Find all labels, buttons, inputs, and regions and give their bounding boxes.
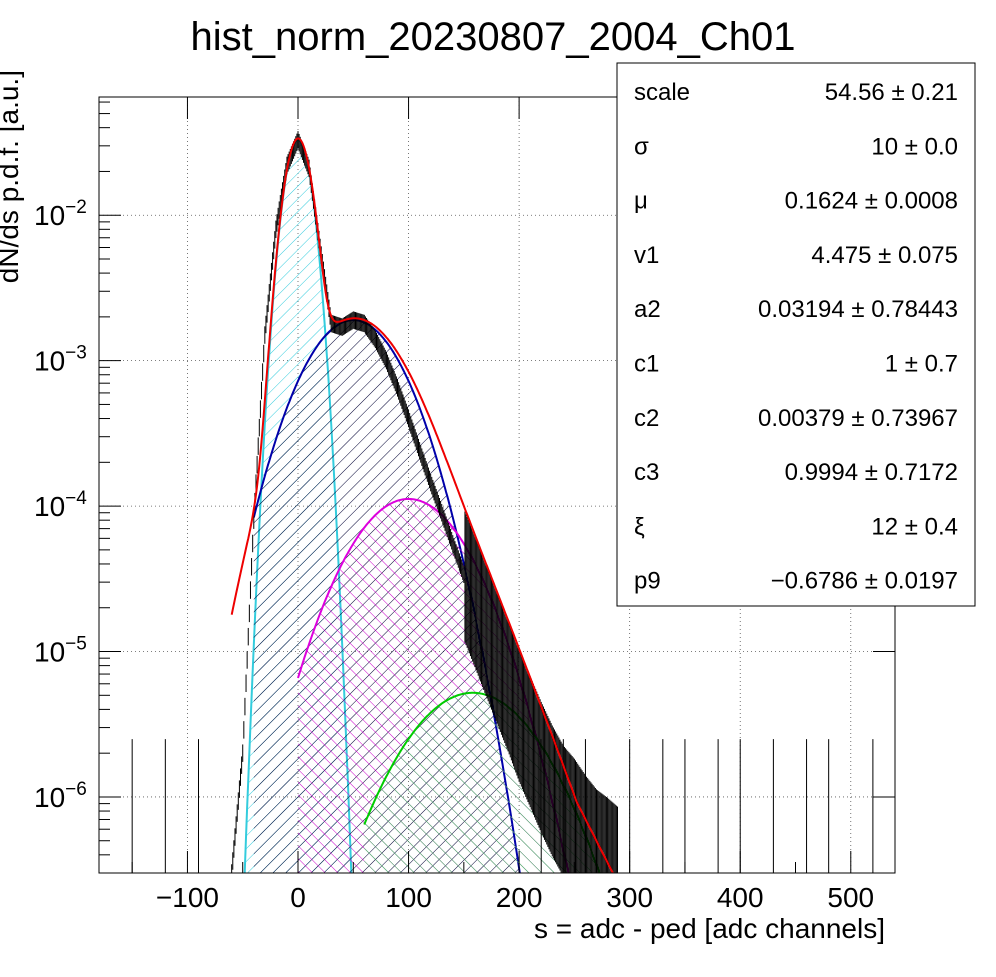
- y-tick-label: 10−2: [34, 197, 87, 231]
- component-3pe-curve: [363, 691, 601, 873]
- x-tick-label: 200: [496, 882, 543, 913]
- stats-value: 0.1624 ± 0.0008: [785, 188, 958, 215]
- stats-value: 10 ± 0.0: [871, 133, 958, 160]
- stats-label: p9: [634, 568, 661, 595]
- y-axis: 10−6 10−5 10−4 10−3 10−2: [34, 101, 895, 874]
- stats-label: σ: [634, 133, 649, 160]
- stats-label: c2: [634, 405, 659, 432]
- x-axis-label: s = adc - ped [adc channels]: [534, 913, 885, 944]
- stats-box-frame: [616, 62, 976, 607]
- stats-value: −0.6786 ± 0.0197: [771, 568, 958, 595]
- stats-label: scale: [634, 79, 690, 106]
- stats-value: 4.475 ± 0.075: [811, 242, 958, 269]
- total-fit-curve: [230, 137, 615, 873]
- y-tick-label: 10−5: [34, 634, 87, 668]
- data-bars: [131, 131, 895, 873]
- x-tick-label: 500: [827, 882, 874, 913]
- stats-value: 0.00379 ± 0.73967: [758, 405, 958, 432]
- stats-label: ξ: [634, 513, 645, 540]
- y-tick-label: 10−3: [34, 343, 87, 377]
- chart-title: hist_norm_20230807_2004_Ch01: [191, 15, 796, 59]
- y-tick-label: 10−6: [34, 779, 87, 813]
- stats-value: 0.9994 ± 0.7172: [785, 459, 958, 486]
- stats-label: v1: [634, 242, 659, 269]
- stats-box: scale 54.56 ± 0.21 σ 10 ± 0.0 μ 0.1624 ± 0.00…: [616, 62, 976, 607]
- fit-components: [243, 138, 614, 873]
- x-tick-label: 300: [606, 882, 653, 913]
- x-tick-label: 0: [290, 882, 306, 913]
- stats-value: 54.56 ± 0.21: [825, 79, 958, 106]
- x-tick-label: 100: [385, 882, 432, 913]
- stats-value: 1 ± 0.7: [885, 351, 958, 378]
- stats-label: a2: [634, 296, 661, 323]
- stats-value: 0.03194 ± 0.78443: [758, 296, 958, 323]
- stats-label: c3: [634, 459, 659, 486]
- stats-value: 12 ± 0.4: [871, 513, 958, 540]
- y-axis-label: dN/ds p.d.f. [a.u.]: [0, 70, 24, 283]
- total-fit: [230, 137, 615, 873]
- stats-label: μ: [634, 188, 648, 215]
- x-tick-label: 400: [717, 882, 764, 913]
- stats-label: c1: [634, 351, 659, 378]
- x-tick-label: −100: [156, 882, 219, 913]
- y-tick-label: 10−4: [34, 488, 87, 522]
- x-axis: −100 0 100 200 300 400 500: [131, 97, 874, 913]
